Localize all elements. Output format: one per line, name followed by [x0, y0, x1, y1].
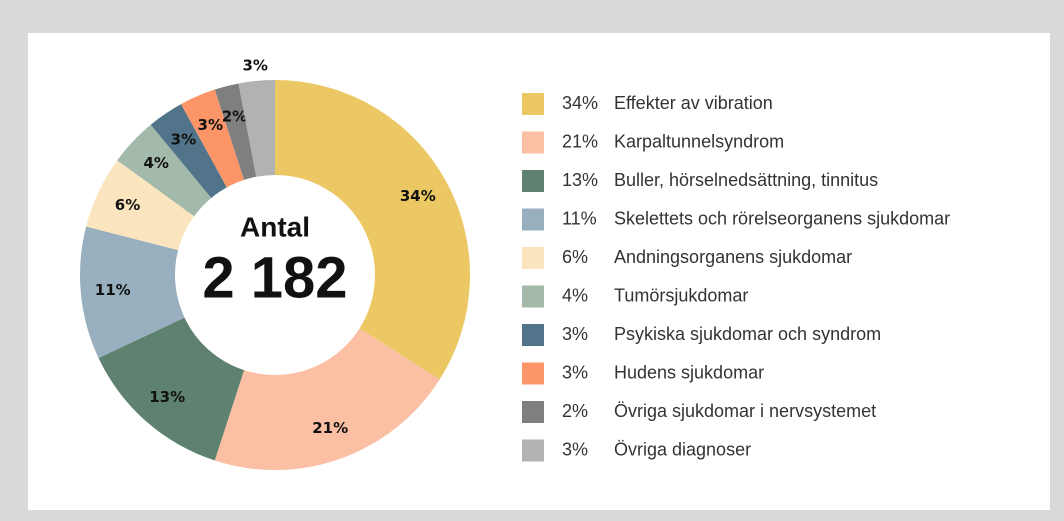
legend-swatch	[522, 131, 544, 154]
data-label: 6%	[115, 196, 140, 214]
slice	[150, 104, 227, 198]
legend-percent: 4%	[562, 285, 588, 305]
legend-label: Effekter av vibration	[614, 93, 773, 113]
legend-swatch	[522, 324, 544, 346]
legend-percent: 13%	[562, 170, 598, 190]
legend-percent: 6%	[562, 247, 588, 267]
legend-swatch	[522, 208, 544, 231]
data-label: 34%	[400, 187, 436, 205]
legend-swatch	[522, 362, 544, 385]
legend-label: Psykiska sjukdomar och syndrom	[614, 324, 881, 344]
slice	[117, 124, 212, 217]
slice	[86, 160, 195, 251]
slice	[98, 317, 245, 461]
legend-label: Andningsorganens sjukdomar	[614, 247, 852, 267]
legend-label: Övriga sjukdomar i nervsystemet	[614, 401, 876, 421]
data-label: 13%	[149, 388, 185, 406]
legend-percent: 21%	[562, 131, 598, 151]
legend-label: Tumörsjukdomar	[614, 285, 748, 305]
legend-swatch	[522, 285, 544, 308]
data-label: 3%	[198, 116, 223, 134]
data-label: 21%	[312, 419, 348, 437]
legend-percent: 2%	[562, 401, 588, 421]
legend-percent: 3%	[562, 439, 588, 459]
legend-swatch	[522, 170, 544, 192]
slice	[80, 226, 185, 359]
data-label: 11%	[95, 281, 131, 299]
data-label: 3%	[243, 56, 268, 74]
legend-label: Buller, hörselnedsättning, tinnitus	[614, 170, 878, 190]
legend-swatch	[522, 247, 544, 269]
center-title: Antal	[240, 211, 310, 242]
slice	[214, 83, 257, 180]
legend-label: Skelettets och rörelseorganens sjukdomar	[614, 208, 950, 228]
legend-label: Övriga diagnoser	[614, 439, 751, 459]
legend-label: Karpaltunnelsyndrom	[614, 131, 784, 151]
legend-percent: 34%	[562, 93, 598, 113]
legend-percent: 3%	[562, 362, 588, 382]
slice	[275, 80, 471, 380]
legend-label: Hudens sjukdomar	[614, 362, 764, 382]
legend-swatch	[522, 401, 544, 423]
data-label: 4%	[143, 154, 168, 172]
legend-percent: 3%	[562, 324, 588, 344]
center-value: 2 182	[202, 245, 347, 310]
data-label: 2%	[222, 108, 247, 126]
slice	[214, 328, 440, 471]
legend-swatch	[522, 93, 544, 115]
slice	[238, 80, 275, 177]
data-label: 3%	[171, 131, 196, 149]
slice	[181, 89, 245, 188]
legend-percent: 11%	[562, 208, 597, 228]
legend-swatch	[522, 439, 544, 462]
